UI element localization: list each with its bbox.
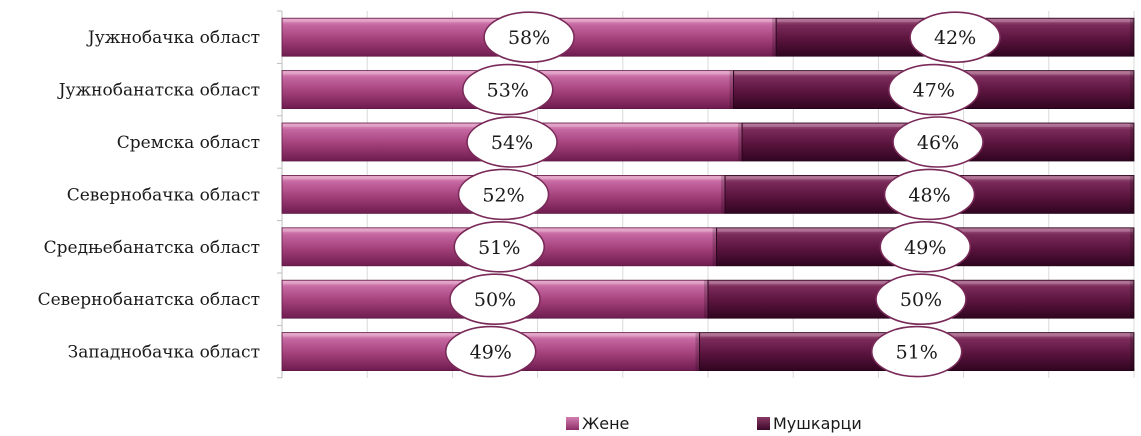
data-label-bubble xyxy=(892,116,984,168)
bar-end-shade xyxy=(1130,123,1134,161)
data-label: 49% xyxy=(470,342,512,364)
category-label: Средњебанатска област xyxy=(44,238,260,258)
bar-end-shade xyxy=(721,175,726,214)
data-label: 52% xyxy=(482,184,524,206)
data-label: 47% xyxy=(913,80,955,102)
data-label-bubble xyxy=(449,273,541,326)
data-label-bubble xyxy=(883,168,976,221)
bar-end-shade xyxy=(1130,332,1134,371)
legend-label-women: Жене xyxy=(582,414,630,433)
data-label: 42% xyxy=(934,27,976,49)
stacked-bar-chart: Јужнобачка област Јужнобанатска област Сре… xyxy=(38,10,1135,379)
data-label-bubble xyxy=(887,63,980,116)
legend: Жене Мушкарци xyxy=(0,414,1141,434)
category-label: Сремска област xyxy=(117,133,260,153)
bar-end-shade xyxy=(1130,227,1134,266)
data-label: 51% xyxy=(478,237,520,259)
legend-item-men: Мушкарци xyxy=(757,414,862,433)
category-label: Јужнобанатска област xyxy=(57,81,260,101)
category-label: Западнобачка област xyxy=(68,343,260,363)
data-label: 51% xyxy=(896,342,938,364)
data-label: 50% xyxy=(474,289,516,311)
bar-end-shade xyxy=(704,280,708,319)
category-axis: Јужнобачка област Јужнобанатска област Сре… xyxy=(38,10,283,379)
data-label-bubble xyxy=(483,11,575,64)
data-label: 50% xyxy=(900,289,942,311)
bar-end-shade xyxy=(1130,70,1134,109)
data-label-bubble xyxy=(461,63,554,116)
data-label-bubble xyxy=(453,221,546,273)
bars xyxy=(281,17,1135,372)
category-label: Севернобачка област xyxy=(67,185,260,205)
data-label: 49% xyxy=(904,237,946,259)
data-label: 46% xyxy=(917,132,959,154)
bar-end-shade xyxy=(772,18,777,57)
bar-end-shade xyxy=(729,70,734,109)
data-label-bubble xyxy=(444,325,537,378)
data-label: 58% xyxy=(508,27,550,49)
legend-swatch-men xyxy=(757,417,770,430)
legend-item-women: Жене xyxy=(566,414,629,433)
bar-end-shade xyxy=(1130,18,1134,57)
category-label: Севернобанатска област xyxy=(38,290,260,310)
legend-swatch-women xyxy=(566,417,579,430)
data-label: 54% xyxy=(491,132,533,154)
bar-end-shade xyxy=(695,332,700,371)
legend-label-men: Мушкарци xyxy=(773,414,862,433)
bar-end-shade xyxy=(738,123,743,161)
bar-end-shade xyxy=(712,227,717,266)
data-label-bubble xyxy=(466,116,558,168)
data-labels: 58% 42% 53% 47% 54% 46% 52% 48% 51% 49% 50% 50% 49% 5… xyxy=(444,11,1001,378)
data-label-bubble xyxy=(875,273,967,326)
data-label: 48% xyxy=(908,184,950,206)
bar-end-shade xyxy=(1130,175,1134,214)
data-label-bubble xyxy=(870,325,963,378)
category-label: Јужнобачка област xyxy=(86,28,260,48)
bar-end-shade xyxy=(1130,280,1134,319)
data-label-bubble xyxy=(909,11,1001,64)
data-label: 53% xyxy=(487,80,529,102)
data-label-bubble xyxy=(457,168,550,221)
data-label-bubble xyxy=(879,221,972,273)
